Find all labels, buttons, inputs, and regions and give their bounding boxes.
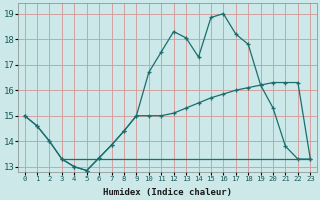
X-axis label: Humidex (Indice chaleur): Humidex (Indice chaleur)	[103, 188, 232, 197]
